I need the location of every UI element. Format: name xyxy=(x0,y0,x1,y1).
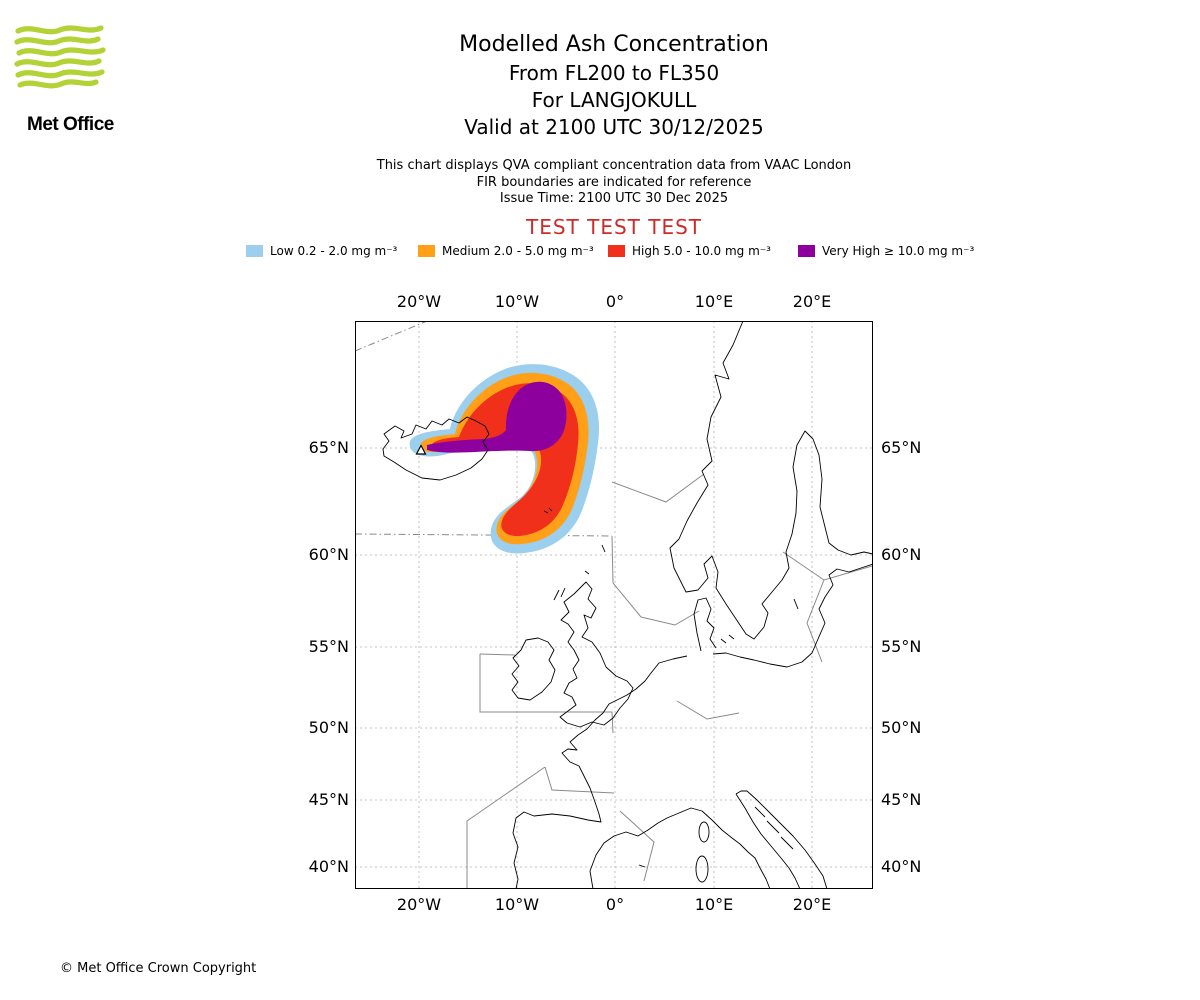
title-block: Modelled Ash Concentration From FL200 to… xyxy=(14,30,1200,141)
y-tick-right-55n: 55°N xyxy=(881,637,922,656)
coast-continental-west xyxy=(512,655,688,889)
coast-shetland xyxy=(601,544,606,553)
coast-faroe-islands xyxy=(543,507,553,514)
coast-baltic-southeast xyxy=(712,563,873,668)
coast-ireland xyxy=(511,637,556,701)
legend-swatch-low-icon xyxy=(246,245,263,257)
graticule-grid xyxy=(355,321,873,889)
x-tick-bottom-0: 0° xyxy=(605,895,625,914)
x-tick-top-10e: 10°E xyxy=(694,292,734,311)
coast-great-britain xyxy=(559,581,634,728)
notes-block: This chart displays QVA compliant concen… xyxy=(14,158,1200,208)
volcano-marker-icon xyxy=(415,444,427,455)
legend-item-low: Low 0.2 - 2.0 mg m⁻³ xyxy=(246,244,397,260)
y-tick-left-40n: 40°N xyxy=(308,857,349,876)
legend-swatch-very-high-icon xyxy=(798,245,815,257)
test-banner: TEST TEST TEST xyxy=(525,215,702,239)
legend-item-medium: Medium 2.0 - 5.0 mg m⁻³ xyxy=(418,244,594,260)
x-tick-top-10w: 10°W xyxy=(494,292,540,311)
coastlines xyxy=(382,321,873,889)
ash-plume xyxy=(409,364,600,554)
legend-label-high: High 5.0 - 10.0 mg m⁻³ xyxy=(632,244,771,258)
legend-swatch-medium-icon xyxy=(418,245,435,257)
y-tick-left-60n: 60°N xyxy=(308,545,349,564)
x-tick-bottom-10w: 10°W xyxy=(494,895,540,914)
map-canvas xyxy=(355,321,873,889)
legend-label-low: Low 0.2 - 2.0 mg m⁻³ xyxy=(270,244,398,258)
subtitle-volcano: For LANGJOKULL xyxy=(531,88,697,112)
legend-item-high: High 5.0 - 10.0 mg m⁻³ xyxy=(608,244,771,260)
logo-wordmark: Met Office xyxy=(27,114,114,135)
y-tick-right-40n: 40°N xyxy=(881,857,922,876)
coast-adriatic-east xyxy=(746,790,828,889)
legend-label-medium: Medium 2.0 - 5.0 mg m⁻³ xyxy=(442,244,594,258)
coast-adriatic-west xyxy=(735,790,801,889)
note-qva: This chart displays QVA compliant concen… xyxy=(376,158,852,173)
coast-iceland xyxy=(382,416,490,481)
copyright-notice: © Met Office Crown Copyright xyxy=(60,961,257,976)
y-tick-right-50n: 50°N xyxy=(881,718,922,737)
legend-item-very-high: Very High ≥ 10.0 mg m⁻³ xyxy=(798,244,974,260)
coast-hebrides xyxy=(553,587,566,601)
x-tick-bottom-10e: 10°E xyxy=(694,895,734,914)
y-tick-right-45n: 45°N xyxy=(881,790,922,809)
fir-boundaries xyxy=(355,321,873,889)
x-tick-bottom-20w: 20°W xyxy=(396,895,442,914)
coast-sardinia xyxy=(695,855,709,883)
coast-danish-islands xyxy=(720,634,735,644)
coast-denmark xyxy=(693,597,717,652)
y-tick-left-65n: 65°N xyxy=(308,438,349,457)
met-office-logo: Met Office xyxy=(14,22,114,135)
coast-orkney xyxy=(584,570,590,575)
y-tick-left-45n: 45°N xyxy=(308,790,349,809)
coast-croatian-islands xyxy=(754,806,794,850)
coast-balearic xyxy=(638,864,646,868)
ash-contour-very-high xyxy=(427,381,567,453)
legend-label-very-high: Very High ≥ 10.0 mg m⁻³ xyxy=(822,244,975,258)
legend-swatch-high-icon xyxy=(608,245,625,257)
coast-corsica xyxy=(698,821,710,843)
x-tick-top-20w: 20°W xyxy=(396,292,442,311)
map-frame xyxy=(355,321,873,889)
logo-waves-icon xyxy=(14,25,106,89)
x-tick-bottom-20e: 20°E xyxy=(792,895,832,914)
y-tick-left-55n: 55°N xyxy=(308,637,349,656)
coast-gotland xyxy=(793,598,799,610)
note-fir: FIR boundaries are indicated for referen… xyxy=(476,174,752,190)
subtitle-valid-time: Valid at 2100 UTC 30/12/2025 xyxy=(464,115,764,139)
x-tick-top-0: 0° xyxy=(605,292,625,311)
map-panel xyxy=(355,321,873,889)
note-issue-time: Issue Time: 2100 UTC 30 Dec 2025 xyxy=(499,191,729,206)
y-tick-right-65n: 65°N xyxy=(881,438,922,457)
y-tick-right-60n: 60°N xyxy=(881,545,922,564)
page-title: Modelled Ash Concentration xyxy=(459,32,769,57)
coast-scandinavia xyxy=(669,321,873,640)
coast-mediterranean-north xyxy=(589,807,771,889)
x-tick-top-20e: 20°E xyxy=(792,292,832,311)
subtitle-flight-levels: From FL200 to FL350 xyxy=(508,61,720,85)
y-tick-left-50n: 50°N xyxy=(308,718,349,737)
